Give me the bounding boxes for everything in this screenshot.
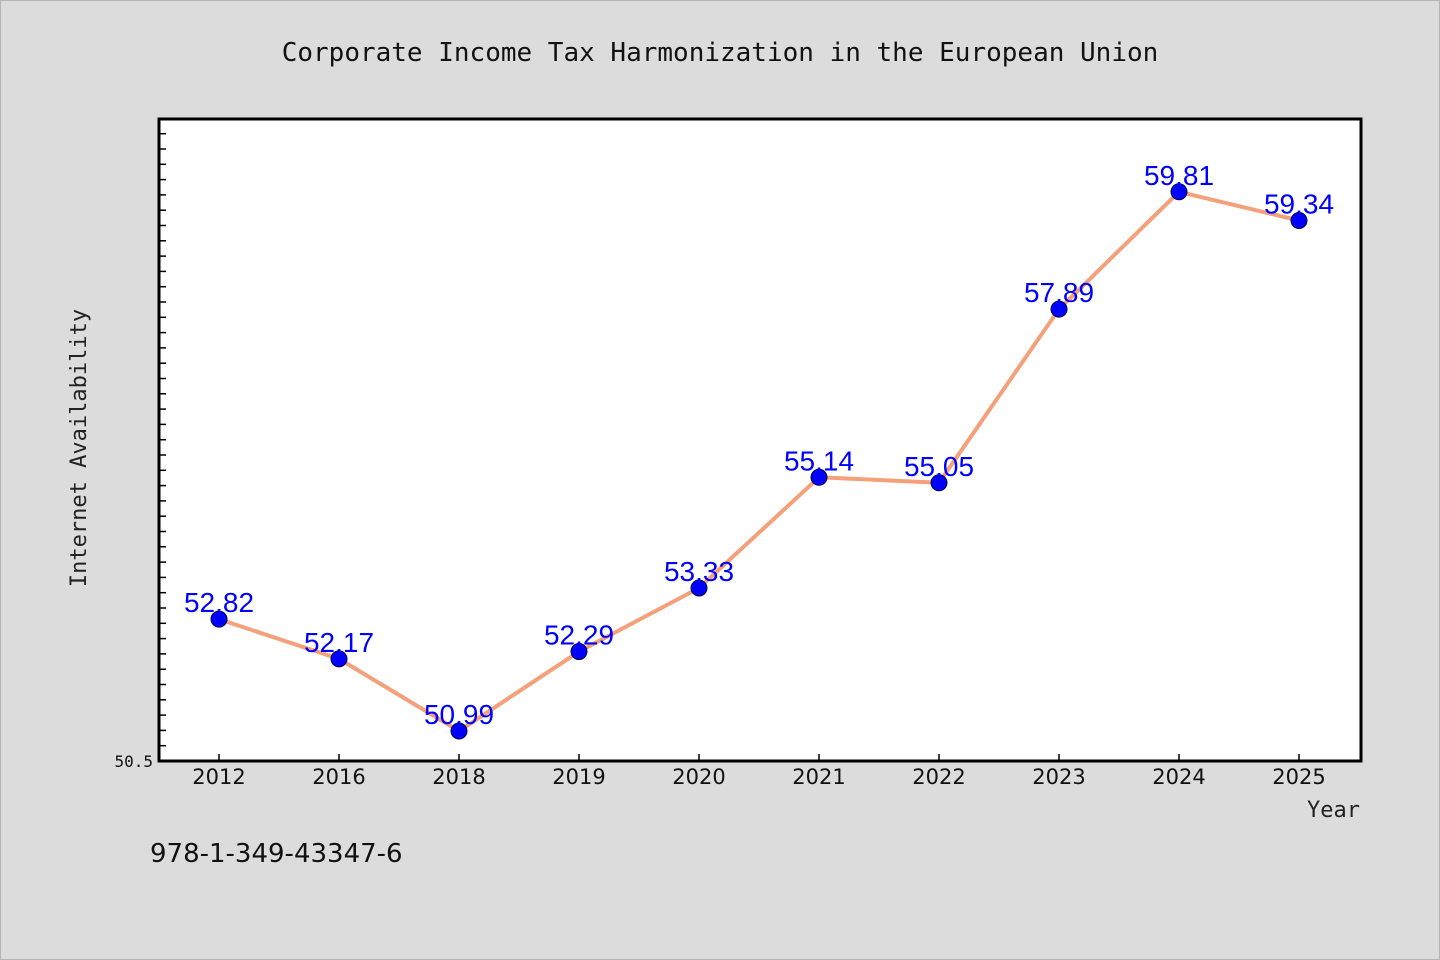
x-tick-label: 2025 bbox=[1272, 765, 1325, 789]
data-label: 59.81 bbox=[1144, 160, 1214, 191]
x-tick-label: 2019 bbox=[552, 765, 605, 789]
data-label: 50.99 bbox=[424, 699, 494, 730]
plot-area bbox=[157, 117, 1363, 763]
x-tick-label: 2022 bbox=[912, 765, 965, 789]
x-tick-label: 2024 bbox=[1152, 765, 1205, 789]
x-tick-label: 2023 bbox=[1032, 765, 1085, 789]
series-line bbox=[218, 189, 1300, 734]
data-point bbox=[570, 643, 588, 661]
x-tick-label: 2021 bbox=[792, 765, 845, 789]
data-label: 52.82 bbox=[184, 587, 254, 618]
x-tick-label: 2018 bbox=[432, 765, 485, 789]
data-point bbox=[450, 722, 468, 740]
data-point bbox=[330, 650, 348, 668]
x-tick-label: 2012 bbox=[192, 765, 245, 789]
chart-title: Corporate Income Tax Harmonization in th… bbox=[282, 38, 1159, 68]
data-point bbox=[690, 579, 708, 597]
data-label: 59.34 bbox=[1264, 188, 1334, 219]
x-axis-label: Year bbox=[1307, 798, 1360, 823]
data-point bbox=[930, 474, 948, 492]
footer-id-text: 978-1-349-43347-6 bbox=[150, 839, 403, 869]
y-axis-label: Internet Availability bbox=[67, 309, 92, 587]
y-tick-label: 50.5 bbox=[114, 752, 153, 771]
data-label: 57.89 bbox=[1024, 277, 1094, 308]
data-label: 55.05 bbox=[904, 451, 974, 482]
y-axis-ticks: 50.5 bbox=[114, 132, 166, 771]
data-point bbox=[1170, 183, 1188, 201]
x-tick-label: 2016 bbox=[312, 765, 365, 789]
data-label: 53.33 bbox=[664, 556, 734, 587]
series-layer: 52.82 52.17 50.99 52.29 53.33 55.14 55.05 57.89… bbox=[184, 160, 1334, 740]
x-tick-label: 2020 bbox=[672, 765, 725, 789]
data-label: 52.29 bbox=[544, 620, 614, 651]
data-point bbox=[1050, 300, 1068, 318]
data-point bbox=[810, 468, 828, 486]
data-point bbox=[1290, 211, 1308, 229]
data-label: 55.14 bbox=[784, 445, 854, 476]
x-axis-ticks: 2012 2016 2018 2019 2020 2021 2022 2023 2024 2025 bbox=[192, 754, 1326, 789]
data-point bbox=[210, 610, 228, 628]
data-label: 52.17 bbox=[304, 627, 374, 658]
